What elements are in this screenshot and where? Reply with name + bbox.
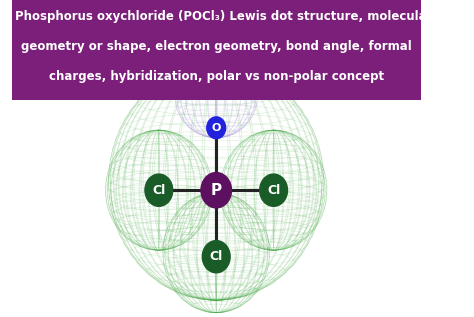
Text: Phosphorus oxychloride (POCl₃) Lewis dot structure, molecular: Phosphorus oxychloride (POCl₃) Lewis dot… — [15, 10, 433, 23]
Circle shape — [202, 241, 230, 273]
FancyBboxPatch shape — [12, 0, 421, 100]
Text: O: O — [211, 123, 221, 133]
Text: P: P — [210, 183, 222, 198]
Circle shape — [145, 174, 173, 206]
Text: Cl: Cl — [267, 184, 280, 197]
Text: charges, hybridization, polar vs non-polar concept: charges, hybridization, polar vs non-pol… — [49, 70, 384, 83]
Text: Cl: Cl — [210, 250, 223, 263]
Circle shape — [207, 117, 226, 139]
Text: Cl: Cl — [152, 184, 165, 197]
Circle shape — [260, 174, 288, 206]
Circle shape — [201, 172, 231, 208]
Text: geometry or shape, electron geometry, bond angle, formal: geometry or shape, electron geometry, bo… — [21, 40, 411, 53]
